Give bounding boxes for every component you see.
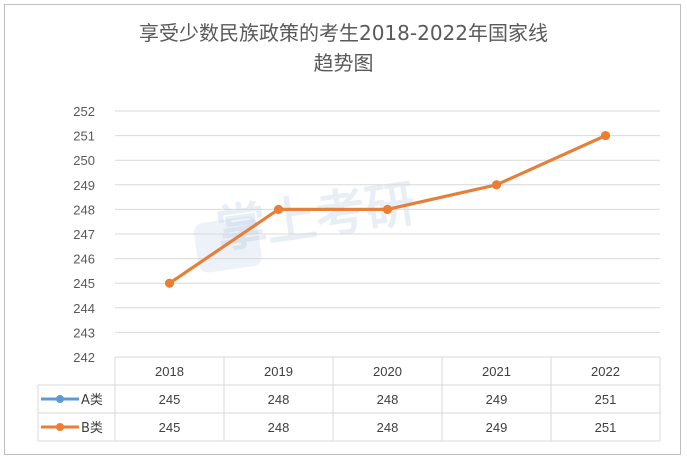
y-tick-label: 242 [73,350,95,365]
table-cell: 251 [595,420,617,435]
table-cell: 249 [486,420,508,435]
y-tick-label: 245 [73,276,95,291]
data-point [601,131,610,141]
data-point [492,180,501,190]
legend-marker [56,395,64,403]
y-tick-label: 251 [73,129,95,144]
chart-title-line1: 享受少数民族政策的考生2018-2022年国家线 [138,21,548,45]
y-tick-label: 247 [73,227,95,242]
y-tick-label: 244 [73,301,95,316]
table-cell: 248 [268,420,290,435]
y-tick-label: 250 [73,153,95,168]
x-tick-label: 2020 [373,364,402,379]
chart-title: 享受少数民族政策的考生2018-2022年国家线 趋势图 [0,18,687,78]
data-point [274,204,283,214]
x-tick-label: 2022 [591,364,620,379]
y-tick-label: 246 [73,252,95,267]
y-tick-label: 248 [73,202,95,217]
table-cell: 245 [159,420,181,435]
chart-frame [4,4,681,455]
legend-marker [56,423,64,431]
x-tick-label: 2018 [155,364,184,379]
x-tick-label: 2019 [264,364,293,379]
y-tick-label: 252 [73,104,95,119]
chart-title-line2: 趋势图 [313,51,374,75]
x-tick-label: 2021 [482,364,511,379]
legend-label: A类 [81,393,103,408]
table-cell: 245 [159,392,181,407]
y-tick-label: 243 [73,325,95,340]
y-tick-label: 249 [73,178,95,193]
table-cell: 249 [486,392,508,407]
table-cell: 248 [377,392,399,407]
data-point [383,204,392,214]
table-cell: 248 [377,420,399,435]
table-cell: 248 [268,392,290,407]
data-point [165,278,174,288]
legend-label: B类 [81,421,103,436]
table-cell: 251 [595,392,617,407]
